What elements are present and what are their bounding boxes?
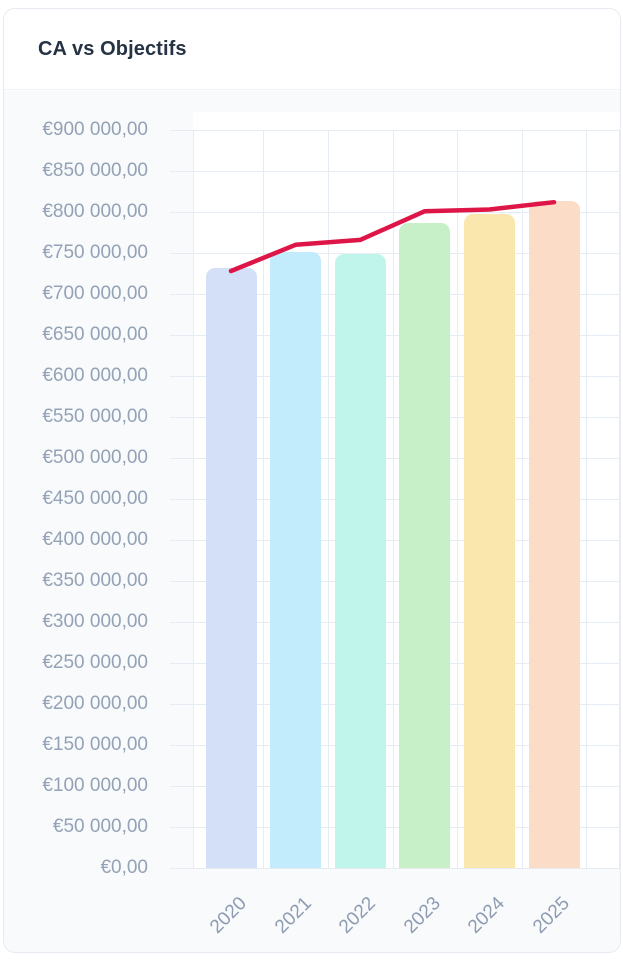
gridline-vertical <box>457 130 459 868</box>
gridline-horizontal <box>170 540 620 541</box>
gridline-horizontal <box>170 253 620 254</box>
y-axis-tick-label: €300 000,00 <box>42 611 148 632</box>
y-axis-tick-label: €50 000,00 <box>52 816 148 837</box>
chart-title: CA vs Objectifs <box>38 37 187 60</box>
y-axis-tick-label: €400 000,00 <box>42 529 148 550</box>
gridline-horizontal <box>170 868 620 869</box>
gridline-horizontal <box>170 622 620 623</box>
y-axis-tick-label: €500 000,00 <box>42 447 148 468</box>
y-axis-tick-label: €900 000,00 <box>42 119 148 140</box>
gridline-horizontal <box>170 827 620 828</box>
bar-2022[interactable] <box>334 253 386 868</box>
y-axis-tick-label: €650 000,00 <box>42 324 148 345</box>
y-axis-tick-label: €100 000,00 <box>42 775 148 796</box>
gridline-vertical <box>586 130 588 868</box>
y-axis-tick-label: €350 000,00 <box>42 570 148 591</box>
y-axis-tick-label: €600 000,00 <box>42 365 148 386</box>
gridline-horizontal <box>170 581 620 582</box>
gridline-horizontal <box>170 499 620 500</box>
gridline-horizontal <box>170 704 620 705</box>
y-axis-tick-label: €250 000,00 <box>42 652 148 673</box>
gridline-vertical <box>263 130 265 868</box>
bar-2025[interactable] <box>528 200 580 868</box>
gridline-horizontal <box>170 376 620 377</box>
y-axis-tick-label: €700 000,00 <box>42 283 148 304</box>
bar-2021[interactable] <box>270 252 322 868</box>
gridline-horizontal <box>170 786 620 787</box>
gridline-vertical <box>193 130 194 868</box>
gridline-vertical <box>392 130 394 868</box>
gridline-vertical <box>618 130 620 868</box>
y-axis-tick-label: €850 000,00 <box>42 160 148 181</box>
y-axis-tick-label: €150 000,00 <box>42 734 148 755</box>
y-axis-tick-label: €550 000,00 <box>42 406 148 427</box>
gridline-vertical <box>521 130 523 868</box>
card-header: CA vs Objectifs <box>4 9 620 90</box>
gridline-vertical <box>327 130 329 868</box>
gridline-horizontal <box>170 130 620 131</box>
gridline-horizontal <box>170 212 620 213</box>
gridline-horizontal <box>170 458 620 459</box>
bar-2024[interactable] <box>463 213 515 868</box>
gridline-horizontal <box>170 745 620 746</box>
gridline-horizontal <box>170 335 620 336</box>
y-axis-tick-label: €450 000,00 <box>42 488 148 509</box>
y-axis-tick-label: €0,00 <box>100 857 148 878</box>
gridline-horizontal <box>170 171 620 172</box>
bar-2023[interactable] <box>399 222 451 868</box>
gridline-horizontal <box>170 663 620 664</box>
y-axis-tick-label: €750 000,00 <box>42 242 148 263</box>
objectifs-line[interactable] <box>228 199 557 274</box>
y-axis-tick-label: €200 000,00 <box>42 693 148 714</box>
gridline-horizontal <box>170 417 620 418</box>
gridline-horizontal <box>170 294 620 295</box>
bar-2020[interactable] <box>205 267 257 868</box>
y-axis-tick-label: €800 000,00 <box>42 201 148 222</box>
